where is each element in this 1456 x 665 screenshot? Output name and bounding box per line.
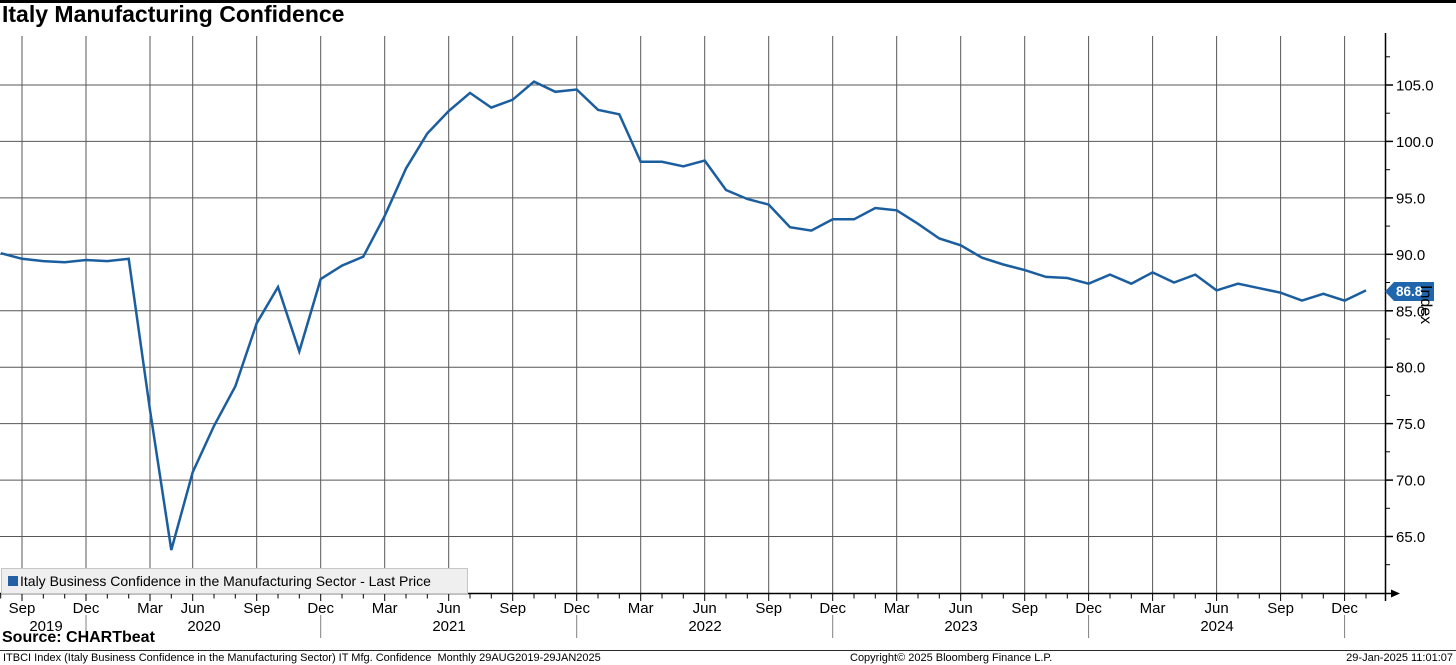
series-color-chip-icon [8,576,18,586]
x-axis-month-label: Mar [1140,600,1166,617]
x-axis-month-label: Jun [693,600,717,617]
x-axis-month-label: Dec [73,600,100,617]
x-axis-month-label: Jun [437,600,461,617]
x-axis-month-label: Dec [819,600,846,617]
y-axis-tick-label: 85.0 [1396,303,1425,320]
x-axis-year-label: 2022 [688,618,721,635]
x-axis-month-label: Sep [755,600,782,617]
y-axis-tick-label: 70.0 [1396,473,1425,490]
top-border [0,0,1456,3]
x-axis-year-label: 2024 [1200,618,1233,635]
x-axis-month-label: Dec [307,600,334,617]
x-axis-month-label: Jun [181,600,205,617]
y-axis-title: Index [1417,285,1434,325]
y-axis-tick-label: 75.0 [1396,416,1425,433]
chart-title: Italy Manufacturing Confidence [2,1,345,27]
x-axis-month-label: Dec [563,600,590,617]
x-axis-month-label: Mar [137,600,163,617]
x-axis-month-label: Mar [372,600,398,617]
x-axis-month-label: Dec [1331,600,1358,617]
x-axis-month-label: Sep [499,600,526,617]
footer-timestamp: 29-Jan-2025 11:01:07 [1346,652,1453,664]
x-axis-month-label: Jun [949,600,973,617]
footer-divider [0,650,1456,651]
x-axis-month-label: Sep [1267,600,1294,617]
x-axis-month-label: Mar [628,600,654,617]
legend[interactable]: Italy Business Confidence in the Manufac… [1,568,468,594]
source-label: Source: CHARTbeat [2,629,155,646]
x-axis-year-label: 2019 [29,618,62,635]
y-axis-tick-label: 65.0 [1396,529,1425,546]
x-axis-month-label: Sep [243,600,270,617]
x-axis-arrow-icon [1391,589,1400,598]
y-axis-tick-label: 105.0 [1396,78,1434,95]
x-axis-year-label: 2021 [432,618,465,635]
last-price-value: 86.8 [1396,284,1423,299]
x-axis-month-label: Sep [1011,600,1038,617]
y-axis-tick-label: 80.0 [1396,360,1425,377]
footer-description: ITBCI Index (Italy Business Confidence i… [3,652,601,664]
x-axis-month-label: Mar [884,600,910,617]
y-axis-tick-label: 95.0 [1396,190,1425,207]
confidence-line [0,80,1367,551]
y-axis-tick-label: 100.0 [1396,134,1434,151]
x-axis-year-label: 2020 [187,618,220,635]
x-axis-month-label: Jun [1205,600,1229,617]
last-price-badge: 86.8 [1385,282,1434,301]
y-axis-tick-label: 90.0 [1396,247,1425,264]
x-axis-year-label: 2023 [944,618,977,635]
x-axis-month-label: Dec [1075,600,1102,617]
footer-copyright: Copyright© 2025 Bloomberg Finance L.P. [850,652,1053,664]
legend-label: Italy Business Confidence in the Manufac… [20,573,431,589]
x-axis-month-label: Sep [9,600,36,617]
